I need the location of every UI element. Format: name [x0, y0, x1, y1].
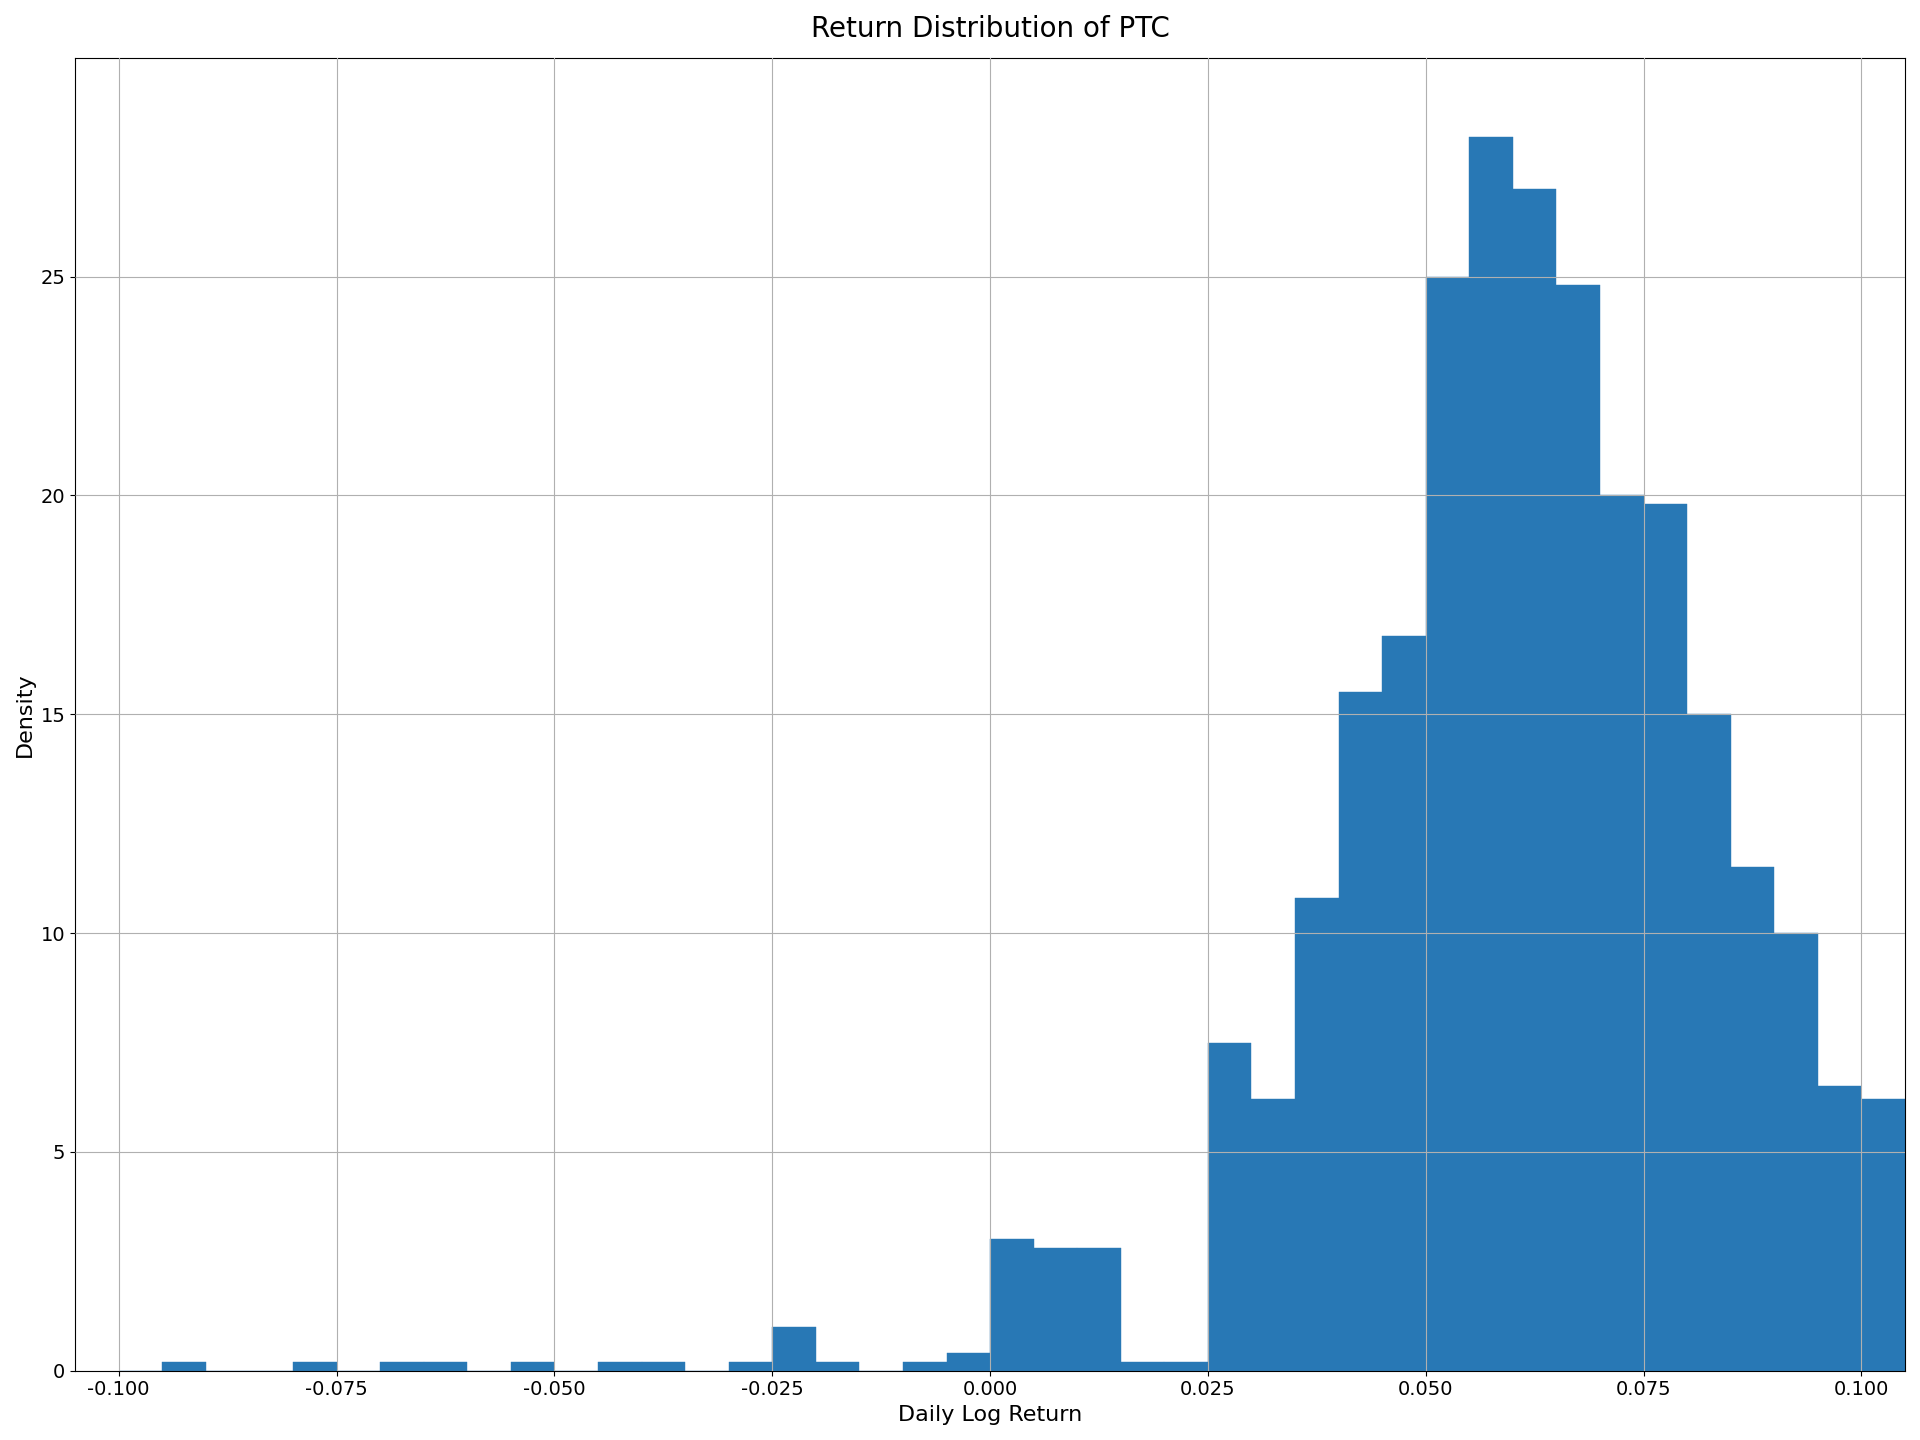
Bar	[1513, 189, 1557, 1371]
Bar	[1338, 693, 1382, 1371]
Bar	[991, 1240, 1033, 1371]
Bar	[1599, 495, 1644, 1371]
Bar	[641, 1362, 685, 1371]
Bar	[1208, 1043, 1252, 1371]
Bar	[1557, 285, 1599, 1371]
Bar	[1730, 867, 1774, 1371]
Bar	[1382, 635, 1427, 1371]
Bar	[772, 1326, 816, 1371]
Bar	[1644, 504, 1688, 1371]
Bar	[294, 1362, 336, 1371]
X-axis label: Daily Log Return: Daily Log Return	[899, 1405, 1083, 1426]
Bar	[816, 1362, 860, 1371]
Bar	[1860, 1099, 1905, 1371]
Bar	[1252, 1099, 1296, 1371]
Y-axis label: Density: Density	[15, 672, 35, 756]
Bar	[163, 1362, 205, 1371]
Bar	[730, 1362, 772, 1371]
Bar	[1077, 1248, 1121, 1371]
Bar	[1818, 1086, 1860, 1371]
Bar	[1033, 1248, 1077, 1371]
Bar	[1427, 276, 1469, 1371]
Bar	[597, 1362, 641, 1371]
Bar	[947, 1354, 991, 1371]
Bar	[424, 1362, 467, 1371]
Bar	[1121, 1362, 1164, 1371]
Bar	[902, 1362, 947, 1371]
Bar	[1688, 714, 1730, 1371]
Bar	[511, 1362, 555, 1371]
Bar	[1296, 899, 1338, 1371]
Bar	[1164, 1362, 1208, 1371]
Title: Return Distribution of PTC: Return Distribution of PTC	[810, 14, 1169, 43]
Bar	[380, 1362, 424, 1371]
Bar	[1469, 137, 1513, 1371]
Bar	[1774, 933, 1818, 1371]
